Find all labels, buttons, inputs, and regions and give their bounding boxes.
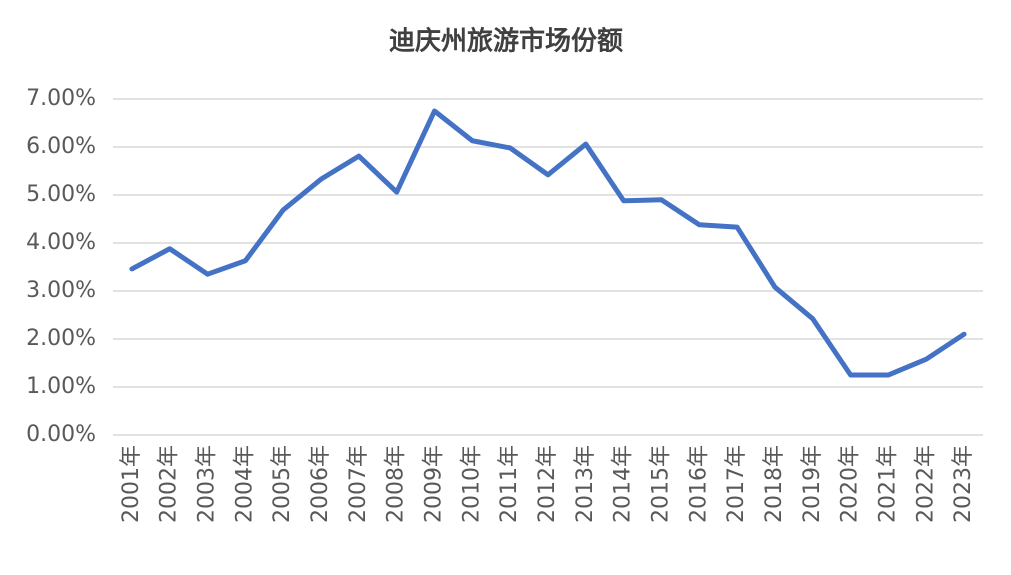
x-tick-label: 2010年: [459, 445, 484, 523]
x-tick-label: 2001年: [119, 445, 144, 523]
x-tick-label: 2003年: [195, 445, 220, 523]
y-tick-label: 4.00%: [26, 230, 96, 255]
x-tick-label: 2018年: [762, 445, 787, 523]
x-tick-label: 2004年: [232, 445, 257, 523]
x-tick-label: 2016年: [686, 445, 711, 523]
x-tick-label: 2007年: [346, 445, 371, 523]
x-tick-label: 2012年: [535, 445, 560, 523]
y-tick-label: 6.00%: [26, 134, 96, 159]
y-tick-label: 1.00%: [26, 374, 96, 399]
y-tick-label: 5.00%: [26, 182, 96, 207]
x-tick-label: 2014年: [611, 445, 636, 523]
x-tick-label: 2022年: [913, 445, 938, 523]
data-line: [129, 108, 967, 378]
y-tick-label: 3.00%: [26, 278, 96, 303]
x-tick-label: 2013年: [573, 445, 598, 523]
x-tick-label: 2017年: [724, 445, 749, 523]
y-tick-label: 7.00%: [26, 86, 96, 111]
y-tick-label: 0.00%: [26, 422, 96, 447]
x-tick-label: 2023年: [951, 445, 976, 523]
x-tick-label: 2009年: [422, 445, 447, 523]
x-tick-label: 2019年: [800, 445, 825, 523]
x-tick-label: 2015年: [648, 445, 673, 523]
x-tick-label: 2005年: [270, 445, 295, 523]
x-tick-label: 2011年: [497, 445, 522, 523]
x-tick-label: 2021年: [875, 445, 900, 523]
x-tick-label: 2002年: [157, 445, 182, 523]
x-tick-label: 2008年: [384, 445, 409, 523]
y-tick-label: 2.00%: [26, 326, 96, 351]
chart-title: 迪庆州旅游市场份额: [389, 26, 623, 57]
x-tick-label: 2020年: [838, 445, 863, 523]
x-tick-label: 2006年: [308, 445, 333, 523]
